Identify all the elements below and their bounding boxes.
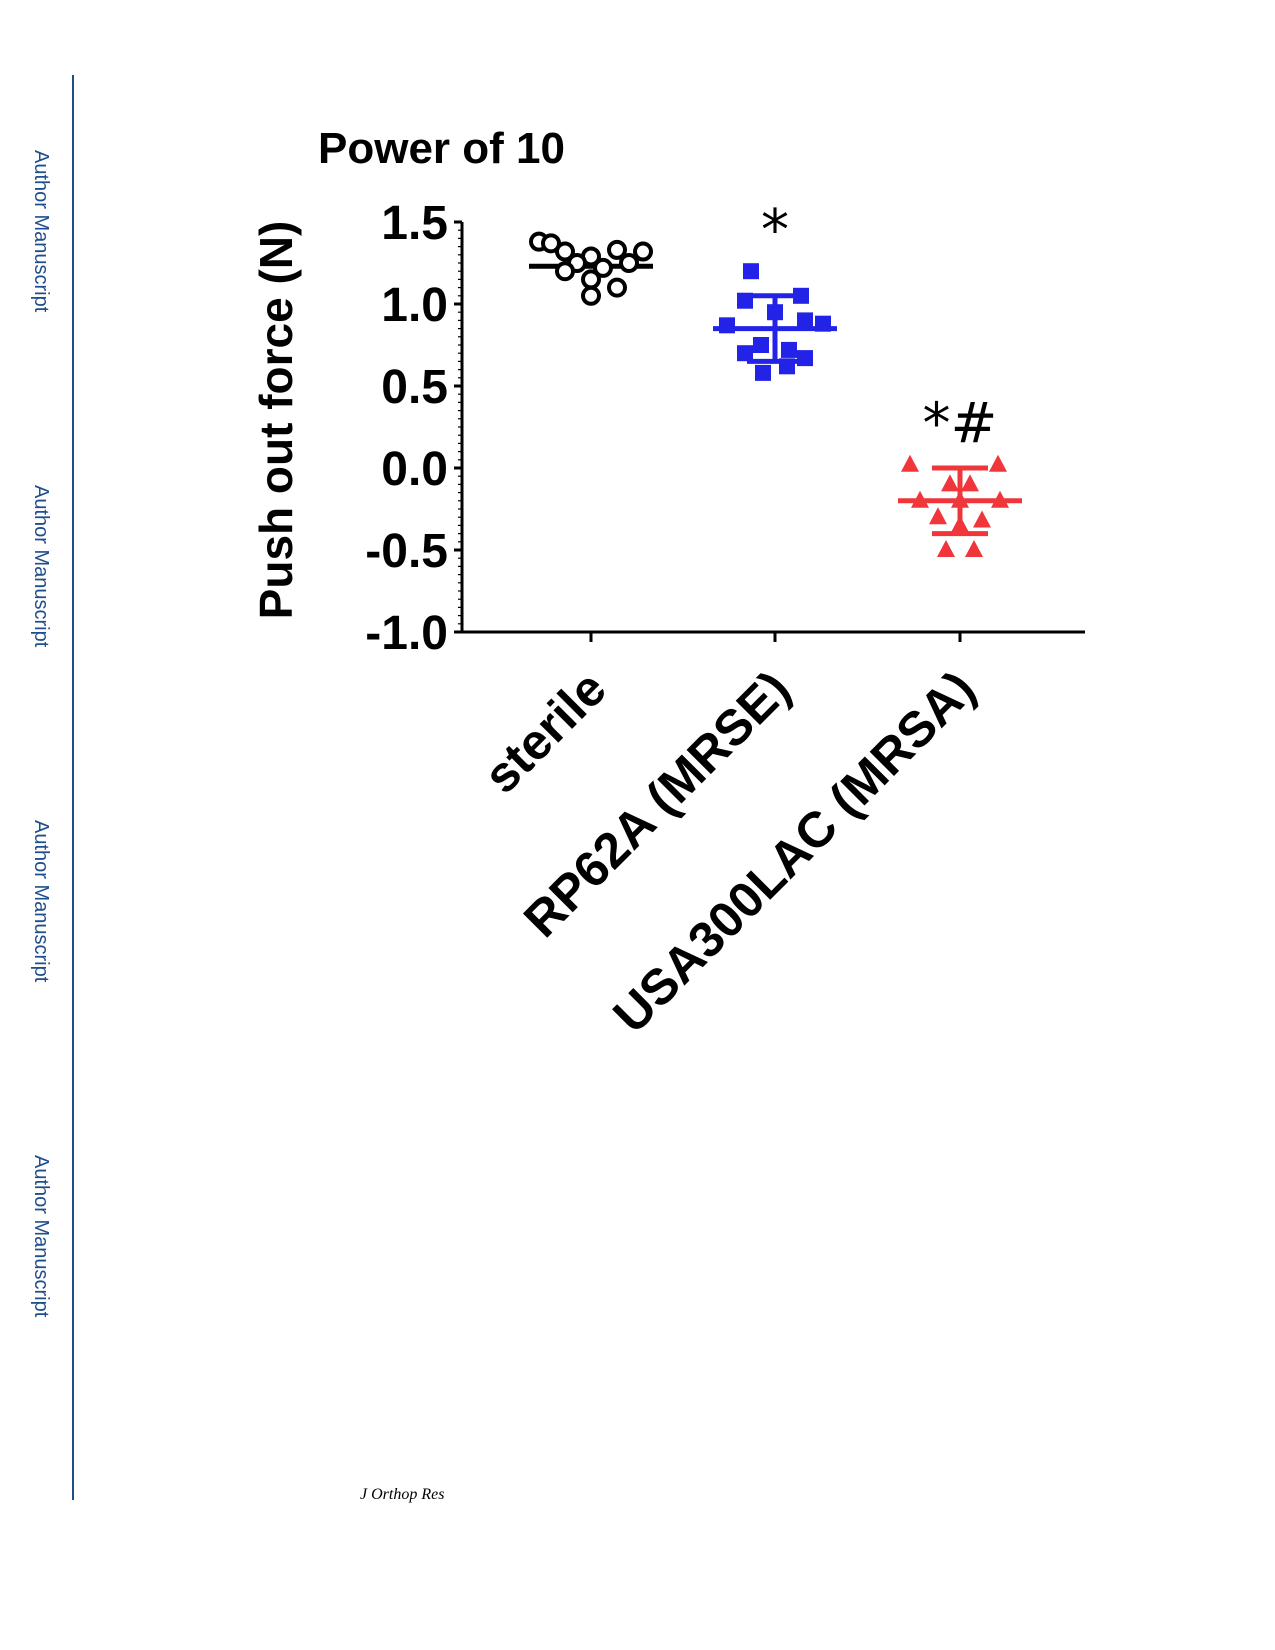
chart-title: Power of 10 bbox=[318, 124, 565, 173]
data-point bbox=[901, 454, 919, 472]
significance-annotation: *# bbox=[923, 392, 998, 457]
data-point bbox=[633, 241, 653, 262]
data-point bbox=[989, 454, 1007, 472]
data-point bbox=[797, 312, 813, 329]
data-point bbox=[815, 315, 831, 332]
data-point bbox=[937, 540, 955, 557]
data-point bbox=[779, 358, 795, 375]
y-tick-label: -1.0 bbox=[365, 607, 448, 660]
significance-annotation: * bbox=[761, 198, 789, 263]
data-point bbox=[951, 490, 969, 508]
data-point bbox=[755, 364, 771, 381]
data-point bbox=[941, 474, 959, 492]
data-point bbox=[781, 341, 797, 358]
data-point bbox=[793, 287, 809, 304]
data-point bbox=[607, 277, 627, 298]
y-tick-label: 0.5 bbox=[381, 361, 448, 414]
data-point bbox=[581, 269, 601, 290]
data-point bbox=[753, 337, 769, 353]
journal-footer: J Orthop Res bbox=[360, 1486, 445, 1503]
data-point bbox=[619, 253, 639, 273]
data-point bbox=[737, 292, 753, 309]
data-point bbox=[743, 263, 759, 280]
y-axis-label: Push out force (N) bbox=[250, 221, 302, 620]
data-point bbox=[737, 345, 753, 362]
data-point bbox=[555, 241, 575, 262]
data-point bbox=[593, 257, 613, 278]
x-category-label: USA300LAC (MRSA) bbox=[602, 660, 985, 1043]
data-marks: * *# bbox=[529, 198, 1022, 557]
y-tick-label: 1.0 bbox=[381, 279, 448, 332]
data-point bbox=[607, 239, 627, 260]
data-point bbox=[719, 317, 735, 334]
y-tick-label: -0.5 bbox=[365, 525, 448, 578]
y-tick-label: 1.5 bbox=[381, 197, 448, 250]
data-point bbox=[929, 507, 947, 525]
data-point bbox=[797, 350, 813, 367]
data-point bbox=[581, 285, 601, 306]
sidebar-rule bbox=[72, 75, 74, 1500]
data-point bbox=[541, 233, 561, 254]
data-point bbox=[965, 540, 983, 557]
data-point bbox=[973, 510, 991, 528]
data-point bbox=[555, 261, 575, 282]
data-point bbox=[767, 304, 783, 321]
y-tick-label: 0.0 bbox=[381, 443, 448, 496]
x-category-label: sterile bbox=[473, 660, 617, 804]
data-point bbox=[961, 474, 979, 492]
data-point bbox=[951, 515, 969, 533]
data-point bbox=[991, 490, 1009, 508]
data-point bbox=[911, 490, 929, 508]
